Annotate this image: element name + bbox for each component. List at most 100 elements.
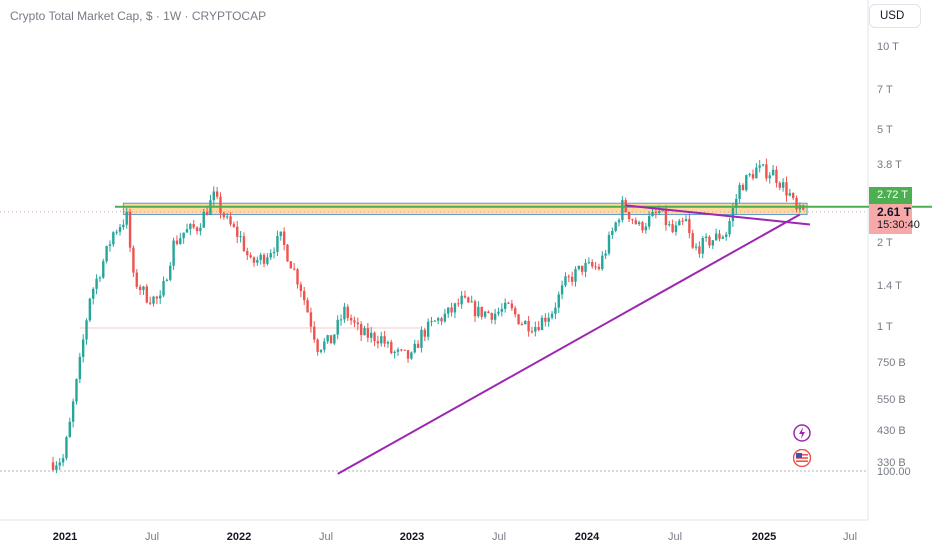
price-tick-label: 330 B xyxy=(877,457,906,469)
candle-body xyxy=(443,313,447,322)
candle-body xyxy=(55,465,58,470)
candle-body xyxy=(58,462,61,466)
candle-body xyxy=(85,320,88,340)
candle-body xyxy=(708,236,711,246)
candle-body xyxy=(269,253,272,258)
candle-body xyxy=(574,269,577,282)
time-tick-label: 2022 xyxy=(226,531,252,543)
candle-body xyxy=(68,421,71,438)
candle-body xyxy=(205,211,209,215)
bar-countdown: 15:30:40 xyxy=(877,219,920,231)
candle-body xyxy=(416,343,420,348)
candle-body xyxy=(604,253,607,256)
candle-body xyxy=(785,182,788,196)
candle-body xyxy=(755,167,758,179)
candle-body xyxy=(252,257,256,263)
candle-body xyxy=(192,224,195,228)
candle-body xyxy=(473,301,477,317)
candle-body xyxy=(580,265,584,272)
candle-body xyxy=(199,227,202,232)
candle-body xyxy=(51,462,55,470)
resistance-zone xyxy=(122,202,808,216)
candle-body xyxy=(567,276,570,278)
candle-body xyxy=(514,308,517,315)
candle-body xyxy=(591,262,594,267)
candle-body xyxy=(353,320,356,323)
candle-body xyxy=(145,286,149,303)
candle-body xyxy=(343,306,346,320)
candle-body xyxy=(366,328,370,338)
candle-body xyxy=(296,269,299,285)
candle-body xyxy=(664,210,668,226)
candle-body xyxy=(376,341,380,344)
candle-body xyxy=(714,233,718,241)
price-tick-label: 7 T xyxy=(877,84,893,96)
candle-body xyxy=(175,240,179,245)
candle-body xyxy=(735,198,738,208)
candle-body xyxy=(527,320,530,332)
candle-body xyxy=(738,184,741,199)
candle-body xyxy=(289,261,293,269)
candle-body xyxy=(550,313,554,318)
candle-body xyxy=(450,307,453,313)
time-tick-label: Jul xyxy=(491,531,507,543)
candle-body xyxy=(95,278,98,289)
price-tick-label: 1 T xyxy=(877,321,893,333)
candle-body xyxy=(694,246,698,248)
lightning-icon[interactable] xyxy=(793,424,811,442)
candle-body xyxy=(88,298,92,321)
candle-body xyxy=(480,306,483,317)
price-tick-label: 550 B xyxy=(877,394,906,406)
candle-body xyxy=(316,339,319,352)
candle-body xyxy=(403,349,406,351)
currency-button[interactable]: USD xyxy=(869,4,921,28)
candle-body xyxy=(115,231,118,233)
candle-body xyxy=(426,321,430,337)
candle-body xyxy=(249,255,252,258)
candle-body xyxy=(436,318,440,321)
candle-body xyxy=(631,219,634,221)
candle-body xyxy=(453,303,457,313)
candle-body xyxy=(152,296,155,304)
candle-body xyxy=(279,231,282,236)
candle-body xyxy=(634,220,637,225)
candle-body xyxy=(75,379,78,402)
candle-body xyxy=(165,279,169,281)
candle-body xyxy=(775,169,778,183)
candle-body xyxy=(611,231,614,235)
candle-body xyxy=(336,319,339,335)
candle-body xyxy=(112,232,115,245)
us-flag-icon[interactable] xyxy=(792,448,812,468)
candle-body xyxy=(430,321,433,323)
current-price-value: 2.61 T xyxy=(877,205,912,219)
candle-body xyxy=(530,331,534,333)
candle-body xyxy=(467,297,470,303)
candle-body xyxy=(370,332,373,338)
candle-body xyxy=(557,294,560,308)
candle-body xyxy=(507,302,510,304)
candle-body xyxy=(440,318,443,322)
candle-body xyxy=(262,254,266,264)
candle-body xyxy=(202,211,205,228)
candle-body xyxy=(617,220,621,223)
candle-body xyxy=(601,255,604,270)
candle-body xyxy=(658,211,661,213)
candle-body xyxy=(668,224,671,226)
candle-body xyxy=(92,288,95,299)
candle-body xyxy=(339,319,343,321)
candle-body xyxy=(768,175,771,179)
candle-body xyxy=(751,174,755,179)
candle-body xyxy=(654,211,658,213)
candle-body xyxy=(745,175,748,191)
candle-body xyxy=(219,196,222,214)
candle-body xyxy=(554,307,557,314)
candle-body xyxy=(587,262,591,264)
price-tick-label: 1.4 T xyxy=(877,280,902,292)
time-tick-label: Jul xyxy=(842,531,858,543)
candle-body xyxy=(731,207,735,222)
price-tick-label: 5 T xyxy=(877,124,893,136)
candle-body xyxy=(313,326,316,340)
candle-body xyxy=(627,211,631,220)
candle-body xyxy=(420,329,423,348)
